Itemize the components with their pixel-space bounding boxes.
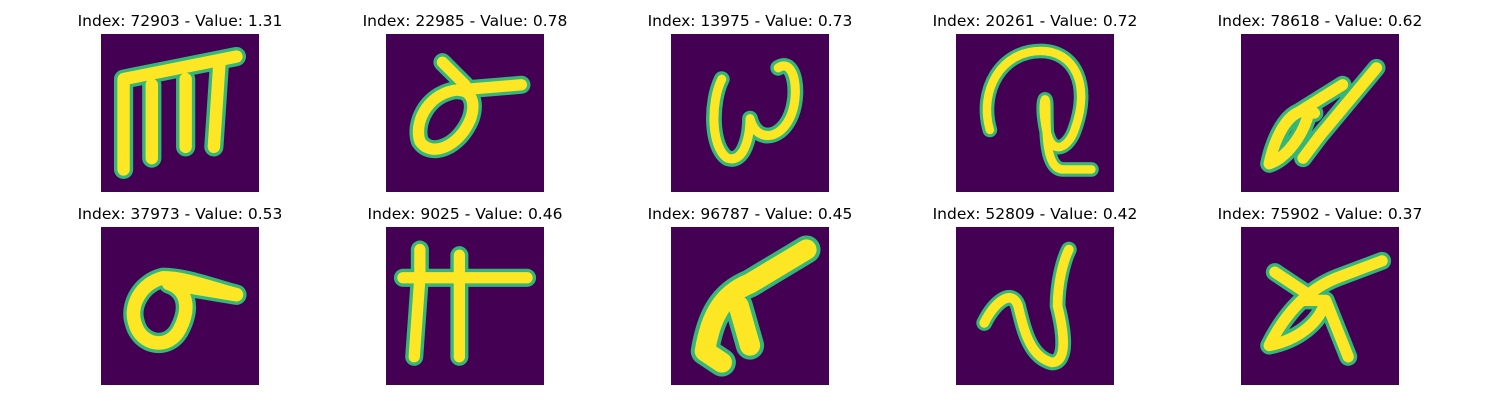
glyph-omega-icon xyxy=(706,58,804,167)
panel: Index: 78618 - Value: 0.62 xyxy=(1200,0,1440,192)
panel-title: Index: 13975 - Value: 0.73 xyxy=(647,12,853,30)
panel-title: Index: 22985 - Value: 0.78 xyxy=(362,12,568,30)
panel: Index: 75902 - Value: 0.37 xyxy=(1200,193,1440,385)
digit-image xyxy=(101,227,259,385)
digit-image xyxy=(386,34,544,192)
panel-title: Index: 78618 - Value: 0.62 xyxy=(1217,12,1423,30)
panel: Index: 52809 - Value: 0.42 xyxy=(915,193,1155,385)
panel-title: Index: 96787 - Value: 0.45 xyxy=(647,205,853,223)
panel: Index: 20261 - Value: 0.72 xyxy=(915,0,1155,192)
digit-image xyxy=(671,34,829,192)
glyph-lambda-icon xyxy=(690,235,821,377)
digit-image xyxy=(386,227,544,385)
panel: Index: 13975 - Value: 0.73 xyxy=(630,0,870,192)
panel: Index: 96787 - Value: 0.45 xyxy=(630,193,870,385)
panel-title: Index: 72903 - Value: 1.31 xyxy=(77,12,283,30)
glyph-pi-icon xyxy=(393,240,537,366)
panel: Index: 37973 - Value: 0.53 xyxy=(60,193,300,385)
digit-image xyxy=(671,227,829,385)
digit-image xyxy=(1241,34,1399,192)
glyph-sigma-icon xyxy=(123,267,247,354)
digit-image xyxy=(101,34,259,192)
digit-image xyxy=(956,227,1114,385)
digit-image xyxy=(1241,227,1399,385)
panel: Index: 22985 - Value: 0.78 xyxy=(345,0,585,192)
panel-title: Index: 75902 - Value: 0.37 xyxy=(1217,205,1423,223)
panel: Index: 72903 - Value: 1.31 xyxy=(60,0,300,192)
glyph-q-icon xyxy=(979,43,1099,177)
glyph-nu-icon xyxy=(976,241,1077,371)
panel-title: Index: 52809 - Value: 0.42 xyxy=(932,205,1138,223)
digit-image xyxy=(956,34,1114,192)
glyph-alpha-icon xyxy=(1260,251,1392,366)
glyph-m-icon xyxy=(113,46,247,180)
panel-title: Index: 37973 - Value: 0.53 xyxy=(77,205,283,223)
panel-title: Index: 9025 - Value: 0.46 xyxy=(367,205,563,223)
glyph-alpha-icon xyxy=(1260,58,1386,173)
panel-title: Index: 20261 - Value: 0.72 xyxy=(932,12,1138,30)
panel: Index: 9025 - Value: 0.46 xyxy=(345,193,585,385)
glyph-sigma-icon xyxy=(409,53,531,159)
